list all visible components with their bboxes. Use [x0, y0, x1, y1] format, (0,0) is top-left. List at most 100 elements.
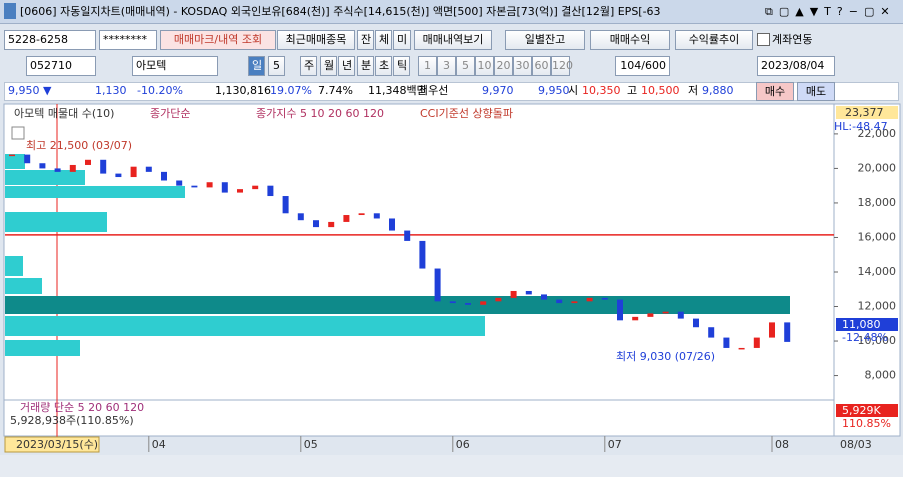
buy-button[interactable]: 매수 — [756, 82, 794, 101]
candle — [145, 166, 152, 172]
volume-right-box — [836, 404, 898, 417]
y-tick-label: 8,000 — [865, 369, 897, 382]
candle — [9, 154, 15, 157]
candle — [662, 311, 669, 314]
volume-info: 5,928,938주(110.85%) — [10, 414, 134, 427]
interval-button[interactable]: 10 — [475, 56, 494, 76]
volume-profile — [5, 154, 485, 356]
candle — [617, 299, 623, 321]
quote-high: 10,500 — [641, 84, 680, 97]
interval-button[interactable]: 120 — [551, 56, 573, 76]
period-button[interactable]: 분 — [357, 56, 374, 76]
period-button[interactable]: 틱 — [393, 56, 410, 76]
toolbar-button[interactable]: 매매마크/내역 조회 — [160, 30, 276, 50]
y-tick-label: 12,000 — [858, 300, 897, 313]
low-note: 최저 9,030 (07/26) — [616, 350, 715, 363]
period-button[interactable]: 주 — [300, 56, 317, 76]
interval-button[interactable]: 30 — [513, 56, 532, 76]
checkbox[interactable] — [757, 33, 770, 46]
candle — [373, 213, 380, 219]
candle — [313, 220, 319, 228]
y-tick-label: 22,000 — [858, 127, 897, 140]
y-tick-label: 16,000 — [858, 230, 897, 243]
candle — [161, 171, 167, 181]
candle — [449, 301, 456, 304]
scroll-bar[interactable] — [0, 455, 903, 477]
candle — [632, 316, 639, 321]
candle — [556, 299, 563, 304]
quote-amount: 11,348백만 — [368, 84, 427, 97]
candle — [252, 185, 259, 190]
x-tick-label: 08 — [775, 438, 789, 451]
period-button[interactable]: 일 — [248, 56, 265, 76]
candle — [495, 297, 502, 302]
candle — [176, 180, 183, 186]
period-button[interactable]: 년 — [338, 56, 355, 76]
candle — [525, 290, 532, 295]
interval-button[interactable]: 60 — [532, 56, 551, 76]
candle — [358, 213, 365, 216]
candle — [54, 168, 61, 172]
quote-low: 9,880 — [702, 84, 734, 97]
plot-area — [3, 103, 835, 437]
x-tick-label: 07 — [608, 438, 622, 451]
quote-high-label: 고 — [627, 84, 638, 97]
quote-volume: 1,130,816 — [215, 84, 271, 97]
quote-open-label: 시 — [568, 84, 579, 97]
top-label: 23,377 — [845, 106, 884, 119]
toolbar-button[interactable]: 매매수익 — [590, 30, 670, 50]
toolbar-button[interactable]: 미 — [393, 30, 411, 50]
candle — [601, 297, 608, 300]
name-input[interactable]: 아모텍 — [132, 56, 218, 76]
toolbar-button[interactable]: 체 — [375, 30, 392, 50]
quote-open: 10,350 — [582, 84, 621, 97]
account-input[interactable]: 5228-6258 — [4, 30, 96, 50]
candle — [267, 185, 274, 197]
candle — [586, 297, 593, 302]
toolbar-button[interactable]: 잔 — [357, 30, 374, 50]
candle — [328, 221, 335, 228]
candle — [130, 166, 137, 178]
sell-button[interactable]: 매도 — [797, 82, 835, 101]
candle — [708, 327, 715, 338]
count-input[interactable]: 104/600 — [615, 56, 670, 76]
period-button[interactable]: 초 — [375, 56, 392, 76]
toolbar-button[interactable]: 수익률추이 — [675, 30, 753, 50]
quote-change-pct: -10.20% — [137, 84, 183, 97]
quote-bid: 9,950 — [538, 84, 570, 97]
candle — [769, 322, 775, 338]
price-band — [5, 296, 790, 314]
checkbox-label[interactable]: 계좌연동 — [772, 33, 813, 46]
last-pct: -12.48% — [842, 331, 888, 344]
window-icons[interactable]: ⧉▢▲▼T?−▢✕ — [765, 5, 896, 18]
high-note: 최고 21,500 (03/07) — [26, 139, 132, 152]
interval-button[interactable]: 1 — [418, 56, 437, 76]
candle — [480, 301, 487, 305]
password-input[interactable]: ******** — [99, 30, 157, 50]
candle — [343, 215, 350, 222]
candle — [206, 182, 213, 188]
x-tick-label: 04 — [152, 438, 166, 451]
x-start-label: 2023/03/15(수) — [16, 438, 98, 451]
code-input[interactable]: 052710 — [26, 56, 96, 76]
quote-ratio: 7.74% — [318, 84, 353, 97]
axis-area — [833, 103, 901, 437]
toolbar-button[interactable]: 일별잔고 — [505, 30, 585, 50]
interval-button[interactable]: 20 — [494, 56, 513, 76]
toolbar-button[interactable]: 최근매매종목 — [277, 30, 355, 50]
quote-low-label: 저 — [688, 84, 699, 97]
date-input[interactable]: 2023/08/04 — [757, 56, 835, 76]
volume-pct: 110.85% — [842, 417, 891, 430]
interval-button[interactable]: 3 — [437, 56, 456, 76]
date-cursor-box — [4, 436, 100, 453]
legend-entry: CCI기준선 상향돌파 — [420, 107, 513, 120]
period-button[interactable]: 5 — [268, 56, 285, 76]
candle — [738, 347, 745, 350]
candle — [647, 313, 654, 317]
candle — [191, 185, 198, 188]
candle — [24, 154, 31, 164]
period-button[interactable]: 월 — [320, 56, 337, 76]
toolbar-button[interactable]: 매매내역보기 — [414, 30, 492, 50]
interval-button[interactable]: 5 — [456, 56, 475, 76]
